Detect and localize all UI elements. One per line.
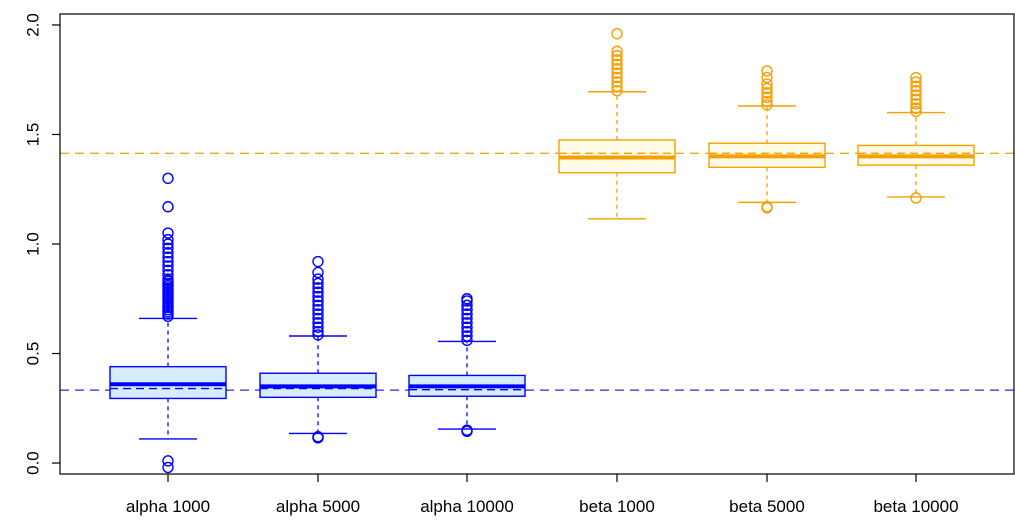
outlier-point — [312, 308, 324, 320]
outlier-point — [461, 424, 473, 436]
outlier-point — [910, 105, 922, 118]
outlier-point — [761, 95, 773, 108]
box-group-2 — [259, 255, 377, 444]
outlier-point — [312, 282, 324, 294]
outlier-point — [611, 49, 623, 62]
outlier-point — [611, 28, 623, 40]
reference-lines — [60, 152, 1014, 391]
outlier-point — [761, 78, 773, 90]
y-tick-label: 1.0 — [23, 232, 42, 256]
outlier-point — [312, 329, 324, 341]
outlier-point — [461, 334, 473, 347]
outlier-point — [910, 192, 922, 204]
outlier-point — [312, 277, 324, 290]
box-group-5 — [708, 65, 826, 214]
outlier-point — [162, 233, 174, 246]
outlier-point — [761, 99, 773, 111]
outlier-point — [312, 431, 324, 443]
outlier-point — [162, 255, 174, 268]
x-tick-label: beta 1000 — [579, 497, 655, 516]
outlier-point — [461, 325, 473, 338]
outlier-point — [611, 58, 623, 71]
y-axis: 0.0 0.5 1.0 1.5 2.0 — [23, 13, 60, 475]
outlier-point — [910, 102, 922, 114]
outlier-point — [312, 299, 324, 312]
outlier-point — [162, 242, 174, 255]
outlier-point — [312, 290, 324, 303]
outlier-point — [461, 330, 473, 342]
outlier-point — [312, 286, 324, 298]
box-group-1 — [109, 172, 227, 474]
outlier-point — [461, 317, 473, 329]
outlier-point — [162, 227, 174, 239]
outlier-point — [910, 80, 922, 92]
outlier-point — [461, 299, 473, 312]
outlier-point — [761, 201, 773, 213]
outlier-point — [162, 273, 174, 285]
outlier-point — [312, 255, 324, 268]
outlier-point — [611, 67, 623, 79]
outlier-point — [312, 321, 324, 333]
outlier-point — [312, 295, 324, 307]
y-tick-label: 2.0 — [23, 13, 42, 37]
outlier-point — [611, 54, 623, 66]
outlier-point — [162, 260, 174, 272]
outlier-point — [761, 71, 773, 84]
x-tick-label: alpha 1000 — [126, 497, 210, 516]
outlier-point — [611, 71, 623, 84]
outlier-point — [611, 80, 623, 92]
outlier-point — [761, 87, 773, 99]
outlier-point — [910, 98, 922, 110]
box-group-4 — [558, 28, 676, 220]
outlier-point — [461, 304, 473, 316]
outlier-point — [162, 238, 174, 250]
y-tick-label: 0.5 — [23, 342, 42, 366]
outlier-point — [761, 65, 773, 77]
x-axis: alpha 1000 alpha 5000 alpha 10000 beta 1000… — [126, 474, 959, 516]
outlier-point — [162, 247, 174, 259]
x-tick-label: alpha 10000 — [420, 497, 514, 516]
box-group-6 — [857, 71, 975, 204]
outlier-point — [761, 82, 773, 95]
outlier-point — [312, 325, 324, 338]
outlier-point — [761, 91, 773, 103]
outlier-point — [312, 273, 324, 285]
outlier-point — [162, 455, 174, 467]
outlier-point — [611, 45, 623, 57]
outlier-point — [910, 71, 922, 84]
box-group-3 — [408, 293, 526, 437]
x-tick-label: beta 10000 — [873, 497, 958, 516]
outlier-point — [312, 266, 324, 279]
outlier-point — [910, 93, 922, 106]
outlier-point — [461, 308, 473, 320]
outlier-point — [312, 304, 324, 316]
x-tick-label: beta 5000 — [729, 497, 805, 516]
outlier-point — [312, 312, 324, 325]
outlier-point — [312, 317, 324, 329]
outlier-point — [910, 89, 922, 101]
outlier-point — [162, 172, 174, 184]
outlier-point — [162, 461, 174, 474]
outlier-point — [910, 76, 922, 88]
boxplots — [109, 28, 975, 474]
outlier-point — [162, 201, 174, 213]
x-tick-label: alpha 5000 — [276, 497, 360, 516]
outlier-point — [611, 84, 623, 97]
plot-frame — [59, 13, 1015, 475]
outlier-point — [461, 312, 473, 325]
outlier-point — [162, 264, 174, 276]
outlier-point — [461, 321, 473, 333]
outlier-point — [611, 76, 623, 88]
y-tick-label: 0.0 — [23, 451, 42, 475]
outlier-point — [461, 293, 473, 305]
outlier-point — [611, 63, 623, 75]
outlier-point — [910, 84, 922, 97]
outlier-point — [162, 251, 174, 263]
outlier-point — [162, 268, 174, 281]
y-tick-label: 1.5 — [23, 123, 42, 147]
